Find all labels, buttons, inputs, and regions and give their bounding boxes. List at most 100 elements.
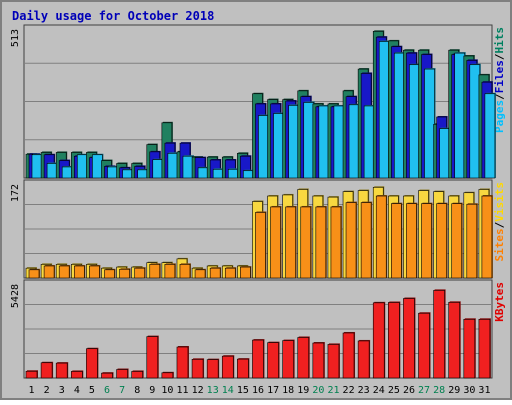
bar-pages-19	[303, 102, 315, 179]
max-label-bottom: 5428	[10, 284, 21, 308]
bar-sites-25	[391, 203, 402, 279]
x-tick-label-27: 27	[418, 385, 430, 396]
legend-word-sites-0: Sites	[493, 228, 506, 261]
legend-word-kbytes-0: KBytes	[493, 282, 506, 322]
bar-kbytes-1	[25, 370, 38, 379]
bar-pages-10	[167, 153, 179, 179]
max-label-top: 513	[10, 29, 21, 47]
x-tick-label-25: 25	[388, 385, 400, 396]
x-tick-label-16: 16	[252, 385, 264, 396]
bar-sites-21	[330, 206, 342, 279]
bar-kbytes-14	[221, 355, 234, 379]
legend-word-sep-1: /	[493, 93, 506, 100]
bar-kbytes-28	[433, 290, 445, 379]
x-tick-label-21: 21	[327, 385, 339, 396]
bar-kbytes-2	[40, 362, 53, 379]
bar-kbytes-7	[116, 369, 128, 379]
bar-pages-4	[76, 154, 88, 179]
bar-kbytes-29	[448, 302, 461, 379]
bar-sites-23	[360, 202, 372, 279]
x-tick-label-3: 3	[59, 385, 65, 396]
bar-sites-26	[406, 203, 417, 279]
x-tick-label-28: 28	[433, 385, 445, 396]
legend-word-files-2: Files	[493, 60, 506, 93]
bar-pages-20	[318, 105, 330, 179]
bar-pages-15	[243, 170, 254, 179]
bar-sites-13	[209, 267, 221, 279]
x-tick-label-17: 17	[267, 385, 279, 396]
x-tick-label-29: 29	[448, 385, 460, 396]
x-tick-label-12: 12	[192, 385, 204, 396]
bar-pages-5	[92, 154, 103, 179]
bar-kbytes-8	[131, 371, 143, 379]
x-tick-label-4: 4	[74, 385, 80, 396]
bar-sites-8	[134, 267, 145, 279]
bar-kbytes-23	[357, 340, 370, 379]
bar-pages-1	[31, 154, 43, 179]
bar-kbytes-24	[372, 302, 385, 379]
legend-word-sep-1: /	[493, 221, 506, 228]
bar-sites-14	[224, 267, 236, 279]
bar-sites-27	[421, 203, 432, 279]
bar-sites-18	[285, 206, 296, 279]
bar-sites-15	[240, 266, 251, 279]
bar-sites-24	[375, 195, 387, 279]
bar-kbytes-22	[342, 332, 355, 379]
bar-kbytes-12	[191, 358, 204, 379]
chart-title: Daily usage for October 2018	[12, 9, 214, 23]
bar-pages-11	[182, 155, 194, 179]
x-tick-label-26: 26	[403, 385, 415, 396]
bar-kbytes-19	[297, 337, 310, 379]
bar-pages-18	[288, 105, 299, 179]
max-label-middle: 172	[10, 184, 21, 202]
bar-sites-11	[179, 264, 191, 279]
bar-pages-3	[61, 166, 73, 179]
bar-kbytes-17	[267, 342, 279, 379]
bar-pages-27	[424, 68, 435, 179]
bar-sites-19	[300, 206, 312, 279]
bar-kbytes-30	[463, 318, 476, 379]
bar-pages-29	[454, 52, 466, 179]
bar-kbytes-10	[161, 372, 174, 379]
bar-sites-30	[466, 203, 478, 279]
bar-pages-22	[348, 104, 360, 179]
bar-pages-2	[46, 163, 58, 179]
legend-word-visits-2: Visits	[493, 182, 506, 222]
bar-pages-21	[333, 105, 345, 179]
bar-kbytes-13	[206, 359, 219, 379]
bar-kbytes-16	[252, 339, 264, 379]
bar-pages-6	[107, 166, 118, 179]
bar-kbytes-11	[176, 346, 189, 379]
bar-kbytes-27	[418, 312, 430, 379]
bar-sites-20	[315, 206, 327, 279]
bar-pages-28	[439, 128, 450, 179]
bar-sites-4	[73, 265, 85, 279]
bar-pages-23	[363, 105, 375, 179]
legend-word-pages-0: Pages	[493, 100, 506, 133]
bar-sites-1	[28, 269, 40, 279]
x-tick-label-24: 24	[373, 385, 385, 396]
bar-pages-25	[394, 52, 405, 179]
bar-kbytes-4	[70, 371, 83, 379]
bar-kbytes-25	[388, 302, 400, 379]
x-tick-label-22: 22	[343, 385, 355, 396]
bar-pages-17	[273, 113, 284, 179]
x-tick-label-20: 20	[312, 385, 324, 396]
bar-kbytes-21	[327, 344, 340, 379]
bar-sites-29	[451, 203, 463, 279]
bar-sites-10	[164, 264, 176, 279]
bar-pages-13	[212, 168, 224, 179]
bar-kbytes-6	[101, 372, 113, 379]
bar-sites-6	[104, 269, 115, 279]
bar-kbytes-9	[146, 336, 159, 379]
legend-middle: Sites/Visits	[493, 182, 506, 262]
x-tick-label-31: 31	[478, 385, 490, 396]
bar-kbytes-20	[312, 342, 325, 379]
bar-pages-24	[378, 41, 390, 179]
x-tick-label-30: 30	[463, 385, 475, 396]
x-tick-label-8: 8	[134, 385, 140, 396]
x-tick-label-7: 7	[119, 385, 125, 396]
x-tick-label-23: 23	[358, 385, 370, 396]
